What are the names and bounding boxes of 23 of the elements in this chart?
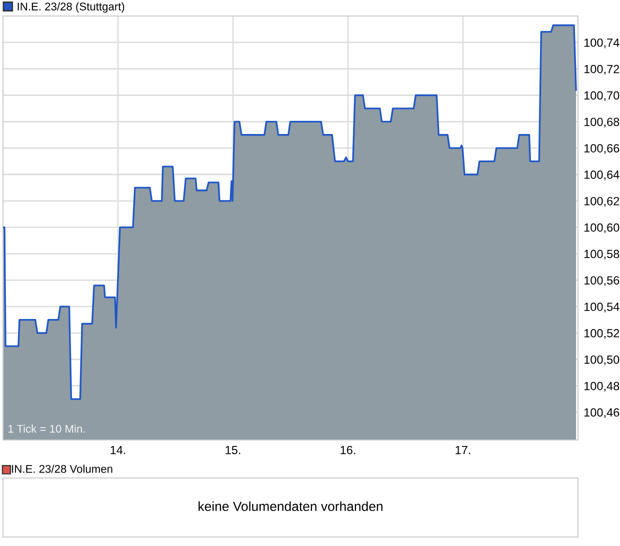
x-tick-label: 17. [456, 446, 470, 454]
y-tick-label: 100,54 [584, 302, 620, 312]
y-tick-label: 100,66 [584, 144, 620, 154]
y-tick-label: 100,56 [584, 276, 620, 286]
y-tick-label: 100,70 [584, 91, 620, 102]
y-tick-label: 100,52 [584, 329, 620, 339]
y-tick-label: 100,60 [584, 223, 620, 234]
y-tick-label: 100,46 [584, 408, 620, 418]
y-tick-label: 100,62 [584, 196, 620, 207]
annotation: 1 Tick = 10 Min. [8, 424, 85, 433]
y-tick-label: 100,64 [584, 170, 620, 180]
text: IN.E. 23/28 Volumen [12, 464, 112, 473]
x-tick-label: 14. [110, 446, 126, 454]
y-tick-label: 100,74 [584, 38, 620, 48]
y-tick-label: 100,68 [584, 118, 620, 128]
y-tick-label: 100,58 [584, 250, 620, 260]
y-tick-label: 100,48 [584, 382, 620, 392]
x-tick-label: 16. [340, 446, 356, 454]
legend-label: IN.E. 23/28 (Stuttgart) [18, 2, 124, 13]
x-tick-label: 15. [226, 446, 240, 454]
text: keine Volumendaten vorhanden [198, 501, 382, 512]
y-tick-label: 100,72 [584, 64, 620, 75]
y-tick-label: 100,50 [584, 355, 620, 366]
